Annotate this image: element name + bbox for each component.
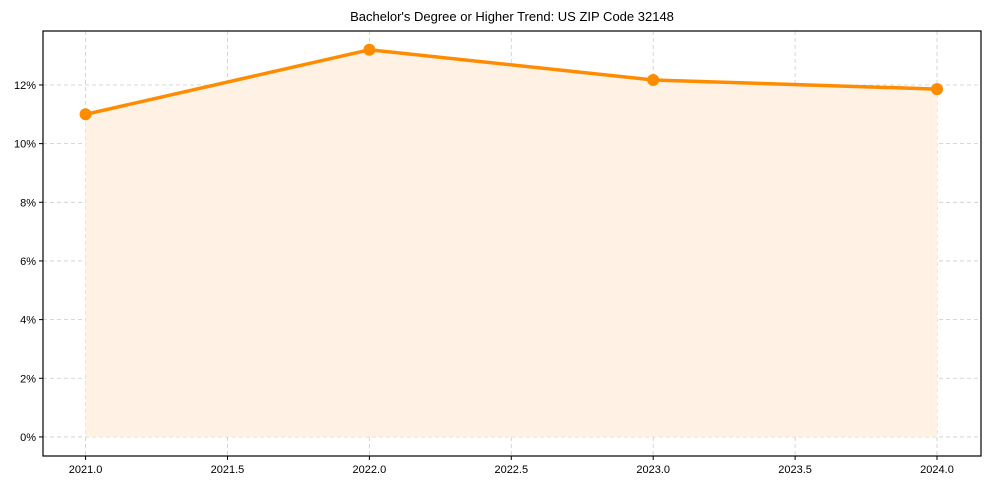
x-tick-label: 2024.0 — [920, 464, 954, 476]
data-markers — [79, 43, 944, 121]
y-axis: 0% 2% 4% 6% 8% 10% 12% — [14, 80, 43, 444]
y-tick-label: 0% — [20, 432, 36, 444]
data-point — [363, 43, 376, 56]
x-axis: 2021.0 2021.5 2022.0 2022.5 2023.0 2023.5 2024… — [69, 456, 954, 476]
data-point — [79, 108, 92, 121]
data-line — [83, 48, 939, 117]
y-tick-label: 8% — [20, 197, 36, 209]
x-tick-label: 2021.5 — [211, 464, 245, 476]
y-tick-label: 12% — [14, 80, 36, 92]
chart-title: Bachelor's Degree or Higher Trend: US ZI… — [350, 9, 674, 24]
y-tick-label: 2% — [20, 373, 36, 385]
data-point — [647, 73, 660, 86]
x-tick-label: 2023.0 — [636, 464, 670, 476]
y-tick-label: 4% — [20, 315, 36, 327]
axes-frame — [42, 30, 982, 457]
x-tick-label: 2022.5 — [494, 464, 528, 476]
area-fill-path — [85, 49, 938, 437]
y-tick-label: 10% — [14, 139, 36, 151]
x-tick-label: 2021.0 — [69, 464, 103, 476]
area-fill — [85, 49, 938, 437]
x-tick-label: 2022.0 — [353, 464, 387, 476]
series-line — [83, 48, 939, 117]
x-tick-label: 2023.5 — [778, 464, 812, 476]
y-tick-label: 6% — [20, 256, 36, 268]
data-point — [931, 83, 944, 96]
